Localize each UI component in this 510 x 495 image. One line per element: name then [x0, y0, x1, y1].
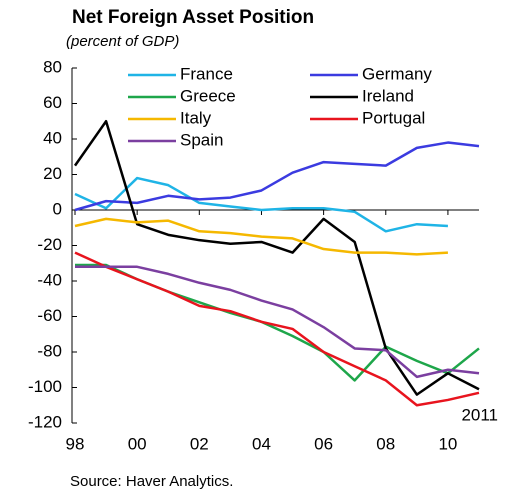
series-line — [73, 120, 480, 396]
y-tick-label: -100 — [28, 377, 62, 396]
y-tick-label: -120 — [28, 412, 62, 431]
legend-label: Portugal — [362, 108, 425, 127]
y-tick-label: 40 — [43, 128, 62, 147]
y-tick-label: -40 — [37, 270, 62, 289]
chart-subtitle: (percent of GDP) — [66, 33, 179, 50]
y-tick-label: 20 — [43, 164, 62, 183]
x-tick-label: 98 — [66, 434, 85, 453]
y-tick-label: 80 — [43, 57, 62, 76]
chart-title: Net Foreign Asset Position — [72, 7, 314, 28]
y-tick-label: -20 — [37, 235, 62, 254]
source: Source: Haver Analytics. — [70, 473, 233, 490]
legend-label: Italy — [180, 108, 212, 127]
y-tick-label: -60 — [37, 306, 62, 325]
y-tick-label: 60 — [43, 93, 62, 112]
legend-label: Spain — [180, 130, 223, 149]
x-tick-label: 06 — [314, 434, 333, 453]
series-line — [75, 263, 480, 382]
series-line — [74, 141, 480, 212]
y-tick-label: 0 — [53, 199, 62, 218]
x-tick-label: 10 — [438, 434, 457, 453]
x-tick-label: 04 — [252, 434, 271, 453]
annotation: 2011 — [461, 405, 498, 424]
series-line — [74, 217, 448, 256]
x-tick-label: 00 — [128, 434, 147, 453]
y-tick-label: -80 — [37, 341, 62, 360]
series-line — [75, 265, 480, 379]
x-tick-label: 08 — [376, 434, 395, 453]
legend-label: Ireland — [362, 86, 414, 105]
legend-label: France — [180, 64, 233, 83]
x-tick-label: 02 — [190, 434, 209, 453]
legend-label: Germany — [362, 64, 432, 83]
series-line — [74, 176, 448, 233]
series-line — [74, 251, 480, 407]
legend-label: Greece — [180, 86, 236, 105]
